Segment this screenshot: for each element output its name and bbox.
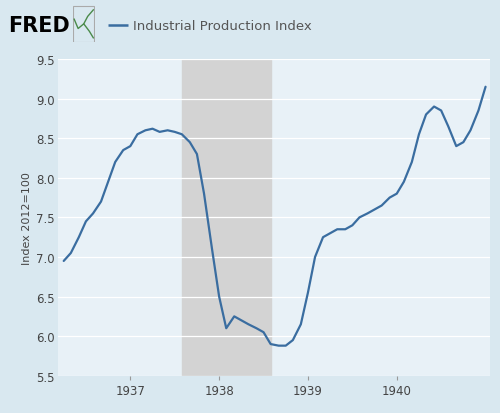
Text: FRED: FRED <box>8 16 70 36</box>
Bar <box>182 60 271 376</box>
Text: Industrial Production Index: Industrial Production Index <box>133 20 312 33</box>
Y-axis label: Index 2012=100: Index 2012=100 <box>22 171 32 264</box>
